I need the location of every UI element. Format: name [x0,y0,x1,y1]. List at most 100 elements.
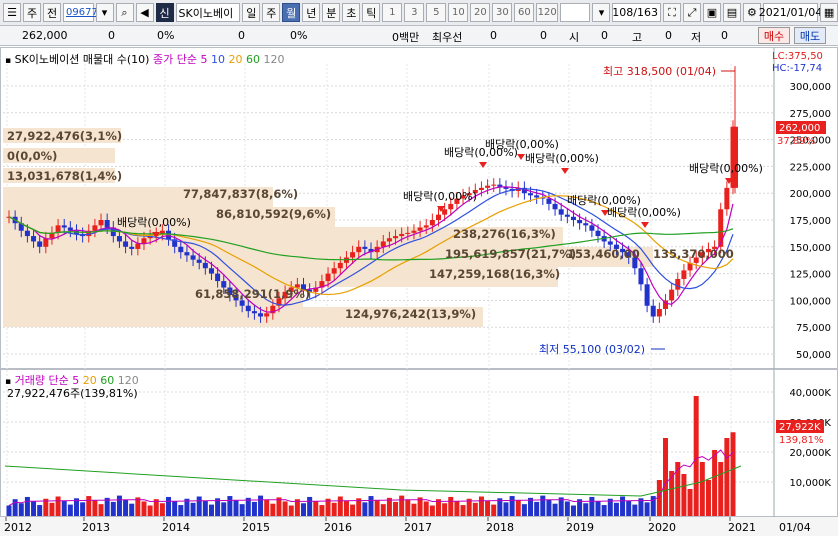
interval-input[interactable] [559,3,591,22]
candle-body [423,225,429,228]
x-axis: 2012 2013 2014 2015 2016 2017 2018 2019 2020 2021… [0,517,838,536]
fullscreen-icon[interactable]: ⛶ [662,3,681,22]
period-year[interactable]: 년 [302,3,321,22]
candle-body [558,209,564,215]
change-pct: 0% [157,29,175,42]
current-volume-tag [776,420,824,433]
sell-button[interactable]: 매도 [794,27,826,44]
interval-120[interactable]: 120 [536,3,558,22]
volume-bar [669,471,675,516]
volume-profile-label: 195,619,857(21,7%) [445,247,576,261]
volume-bar [227,496,233,516]
volume-bar [24,496,30,516]
period-tick[interactable]: 틱 [362,3,381,22]
volume-bar [620,496,626,516]
dividend-annotation: 배당락(0,00%) [444,146,518,159]
trade-amount: 0백만 [392,31,420,44]
price-chart[interactable]: 300,000 275,000 250,000 225,000 200,000 175,0… [1,48,838,370]
price-chart-panel[interactable]: 300,000 275,000 250,000 225,000 200,000 175,0… [0,47,838,370]
volume-bar [491,504,497,516]
interval-1[interactable]: 1 [382,3,403,22]
volume-profile-label: 153,460,00 [567,247,640,261]
volume-bar [442,503,448,516]
interval-60[interactable]: 60 [514,3,535,22]
volume-bar [699,462,705,516]
calendar-icon[interactable]: ▦ [820,3,838,22]
interval-10[interactable]: 10 [448,3,469,22]
period-day[interactable]: 일 [242,3,261,22]
volume-bar [208,504,214,516]
candle-body [491,184,497,186]
candle-body [129,246,135,249]
candle-body [638,268,644,285]
volume-bar [233,500,239,516]
chevron-down-icon[interactable]: ▾ [592,3,611,22]
candle-body [110,227,116,237]
volume-chart[interactable]: 40,000K30,000K20,000K10,000K27,922K139,8… [1,370,838,518]
period-week[interactable]: 주 [262,3,281,22]
date-input[interactable]: 2021/01/04 [759,3,822,22]
interval-5[interactable]: 5 [426,3,447,22]
menu-icon[interactable]: ☰ [3,3,21,22]
price-bar: 262,000 0 0% 0 0% 0백만 최우선 0 0 시 0 고 0 저 … [0,26,838,46]
volume-bar [485,500,491,516]
open-label: 시 [569,31,580,44]
period-minute[interactable]: 분 [322,3,341,22]
volume-bar [239,504,245,516]
candle-body [454,198,460,204]
stock-code-input[interactable]: 096770 [63,3,104,22]
volume-bar [638,498,644,516]
volume-bar [521,504,527,516]
volume-chart-panel[interactable]: 40,000K30,000K20,000K10,000K27,922K139,8… [0,369,838,518]
type-select[interactable]: 주 [23,3,41,22]
interval-30[interactable]: 30 [492,3,513,22]
search-icon[interactable]: ▾ [95,3,114,22]
search-icon[interactable]: ⌕ [115,3,134,22]
buy-button[interactable]: 매수 [758,27,790,44]
print-icon[interactable]: ▤ [722,3,741,22]
expand-icon[interactable]: ⤢ [682,3,701,22]
x-tick-label: 2020 [648,521,676,534]
volume-bar [6,505,12,516]
interval-20[interactable]: 20 [470,3,491,22]
ma-60: 60 [245,53,260,66]
candle-body [503,186,509,189]
volume-bar [61,500,67,516]
candle-body [196,259,202,263]
dividend-annotation: 배당락(0,00%) [567,194,641,207]
save-icon[interactable]: ▣ [702,3,721,22]
volume-bar [730,432,736,516]
volume-bar [196,496,202,516]
volume-bar [583,503,589,516]
period-month[interactable]: 월 [282,3,301,22]
volume-profile-label: 124,976,242(13,9%) [345,307,476,321]
x-tick-label: 2013 [82,521,110,534]
y-tick-label: 225,000 [790,162,831,173]
volume-bar [546,499,552,516]
period-second[interactable]: 초 [342,3,361,22]
volume-bar [705,480,711,516]
candle-body [546,198,552,204]
volume-bar [515,500,521,516]
candle-body [67,227,73,231]
volume-bar [123,499,129,516]
volume-bar [368,496,374,516]
candle-body [147,236,153,239]
y-tick-label: 100,000 [790,296,831,307]
x-tick-label: 2021 [728,521,756,534]
vma-20: 20 [82,374,97,387]
new-tag: 신 [155,3,174,22]
legend-icon: ▪ [5,56,12,66]
volume-bar [178,505,184,516]
volume-bar [626,500,632,516]
interval-3[interactable]: 3 [404,3,425,22]
gear-icon[interactable]: ⚙ [742,3,761,22]
prev-button[interactable]: 전 [43,3,61,22]
volume-profile-label: 86,810,592(9,6%) [216,207,331,221]
dividend-arrow-icon [152,232,160,238]
speaker-icon[interactable]: ◀ [135,3,154,22]
candle-body [687,262,693,271]
candle-body [202,262,208,269]
y-tick-label: 150,000 [790,243,831,254]
x-axis-bg [0,517,838,536]
